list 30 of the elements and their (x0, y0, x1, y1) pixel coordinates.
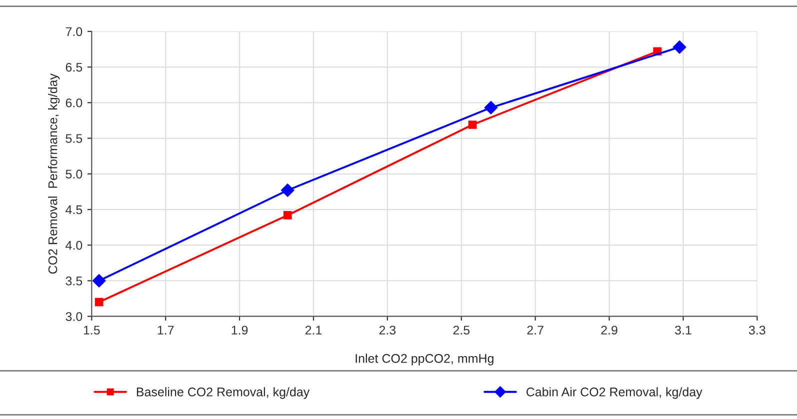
y-axis-title: CO2 Removal Performance, kg/day (48, 74, 60, 274)
y-tick-label: 6.5 (66, 62, 82, 72)
y-tick-label: 7.0 (66, 27, 82, 36)
x-tick-label: 2.5 (453, 326, 470, 335)
y-tick-label: 3.0 (66, 312, 82, 321)
x-tick-label: 1.7 (158, 326, 174, 334)
x-tick-label: 1.9 (232, 326, 248, 335)
x-tick-label: 3.3 (748, 326, 766, 335)
y-tick-label: 3.5 (66, 276, 82, 286)
x-tick-label: 1.5 (84, 326, 100, 335)
point (484, 101, 498, 114)
point (92, 274, 106, 288)
point (468, 120, 477, 129)
point (94, 298, 104, 306)
x-tick-label: 2.3 (379, 326, 396, 335)
point (283, 211, 292, 220)
legend-label: Cabin Air CO2 Removal, kg/day (526, 387, 702, 399)
y-tick-label: 4.5 (66, 205, 82, 214)
y-tick-label: 5.0 (66, 170, 82, 179)
x-axis-title: Inlet CO2 ppCO2, mmHg (356, 354, 494, 366)
point (281, 184, 294, 197)
y-tick-label: 4.0 (66, 240, 82, 250)
x-tick-label: 2.1 (305, 326, 322, 334)
y-tick-label: 6.0 (66, 98, 82, 108)
x-tick-label: 3.1 (674, 326, 692, 335)
x-tick-label: 2.7 (527, 326, 544, 334)
point (672, 40, 686, 54)
x-tick-label: 2.9 (601, 326, 618, 335)
legend-label: Baseline CO2 Removal, kg/day (136, 387, 310, 399)
y-tick-label: 5.5 (66, 134, 82, 143)
